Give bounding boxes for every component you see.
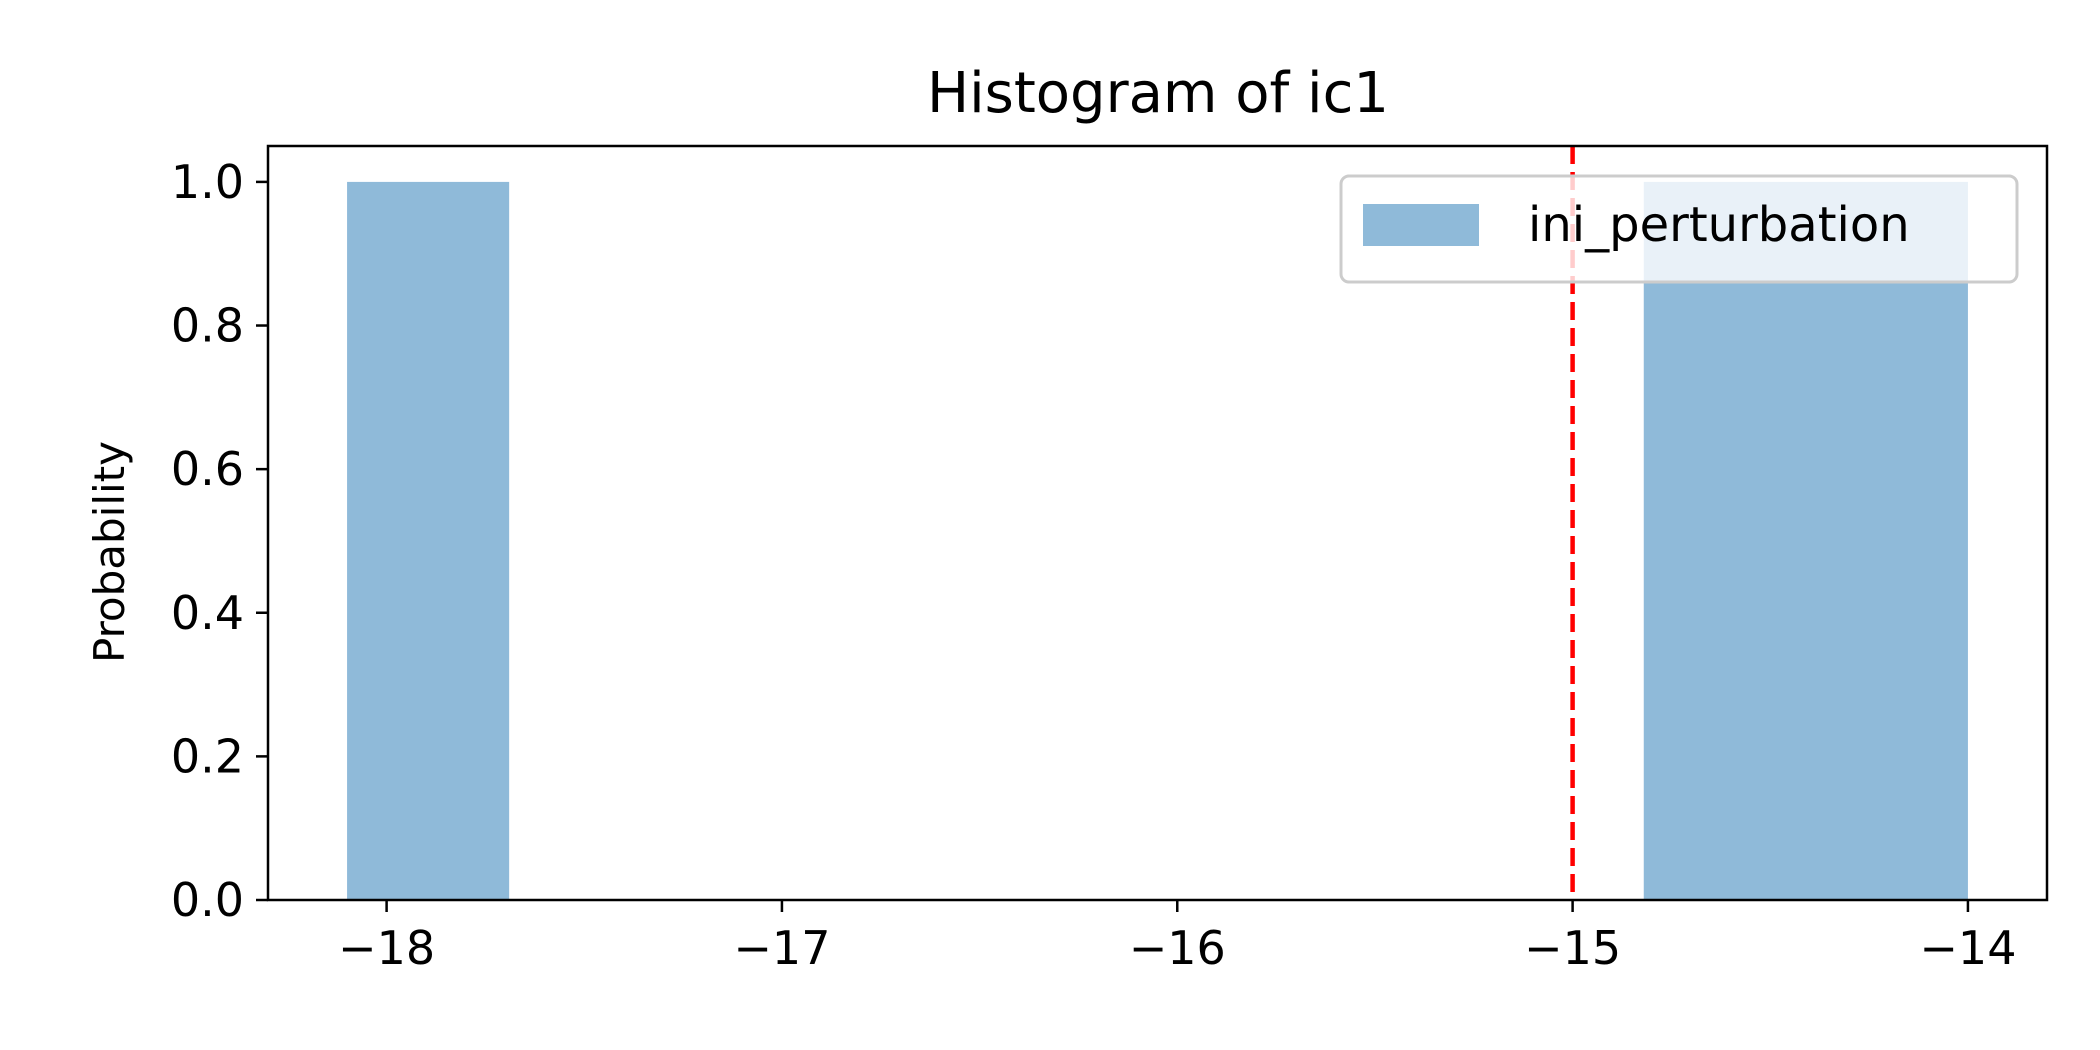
histogram-bar [347, 181, 510, 900]
chart-title: Histogram of ic1 [927, 61, 1389, 126]
y-tick-label: 0.0 [171, 873, 244, 927]
legend-label: ini_perturbation [1528, 197, 1910, 253]
x-axis: −18 −17 −16 −15 −14 [338, 900, 2016, 975]
x-tick-label: −17 [733, 921, 830, 975]
bars-group [347, 181, 1968, 900]
histogram-bar [1643, 181, 1968, 900]
legend-swatch [1363, 204, 1479, 246]
y-tick-label: 0.8 [171, 299, 244, 353]
legend: ini_perturbation [1339, 174, 2019, 284]
y-tick-label: 0.4 [171, 586, 244, 640]
x-tick-label: −14 [1919, 921, 2016, 975]
plot-frame [266, 144, 2049, 902]
y-tick-label: 0.6 [171, 442, 244, 496]
x-tick-label: −18 [338, 921, 435, 975]
y-tick-label: 1.0 [171, 155, 244, 209]
y-axis: 0.0 0.2 0.4 0.6 0.8 1.0 [171, 155, 268, 927]
x-tick-label: −16 [1129, 921, 1226, 975]
y-tick-label: 0.2 [171, 729, 244, 783]
x-tick-label: −15 [1524, 921, 1621, 975]
legend-box [1339, 174, 2019, 284]
y-axis-label: Probability [85, 441, 134, 663]
